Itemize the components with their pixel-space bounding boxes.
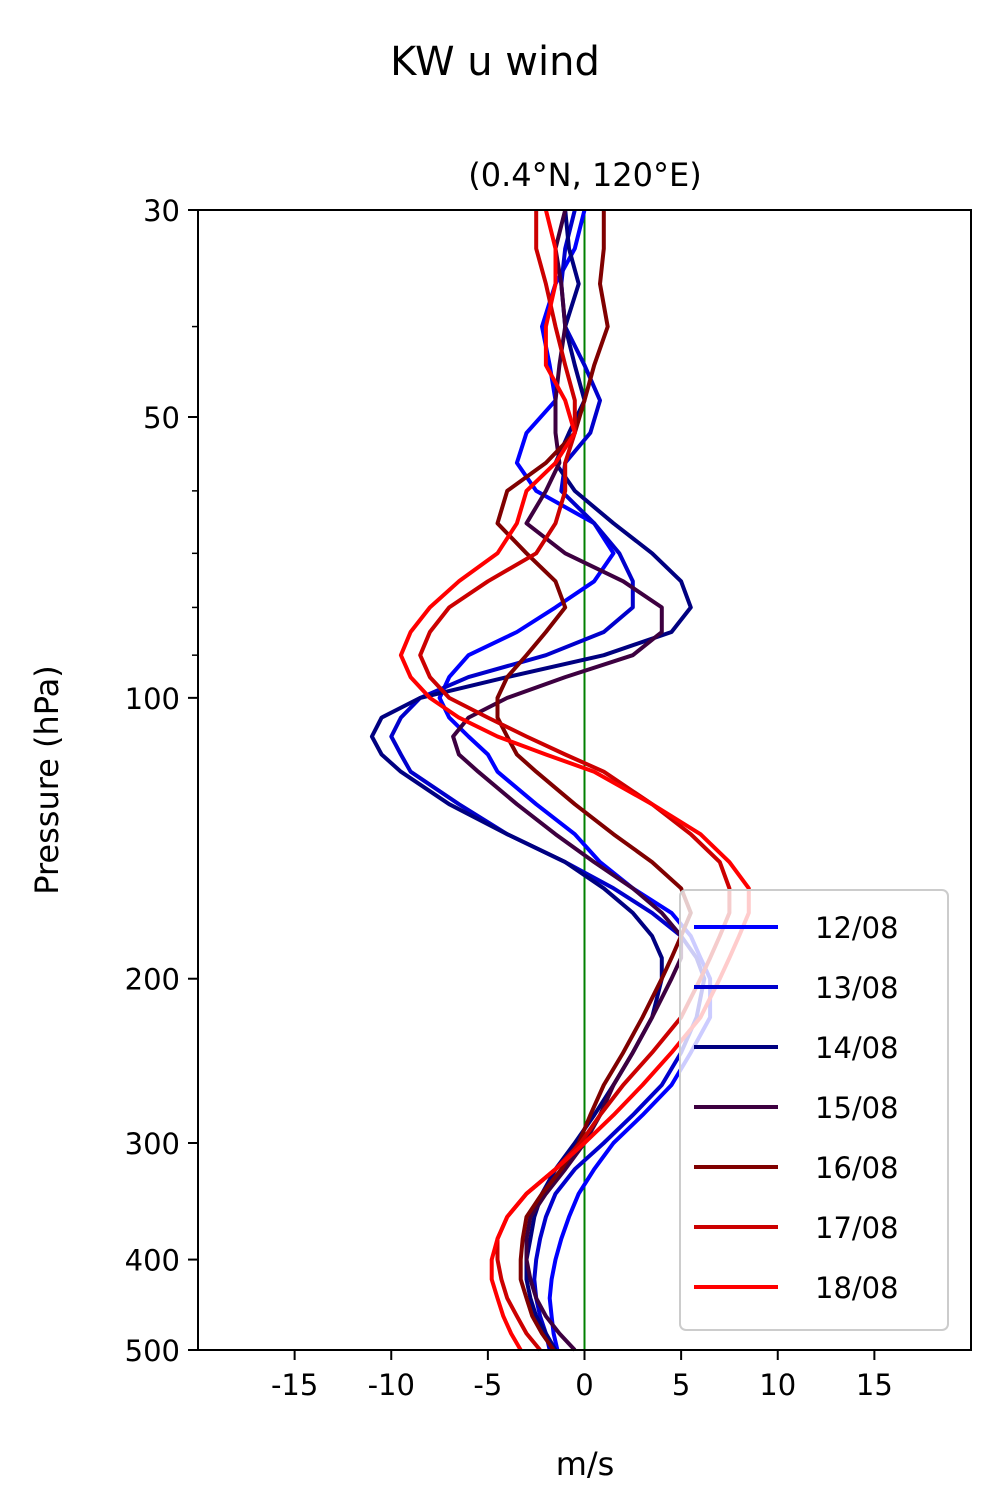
x-tick-label: 0: [575, 1368, 593, 1402]
series-layer: [369, 209, 751, 1352]
x-tick-label: -10: [368, 1368, 415, 1402]
plot-area: [197, 209, 972, 1352]
y-tick-label: 50: [143, 401, 180, 435]
y-tick-label: 100: [125, 682, 180, 716]
series-line-12-08: [437, 209, 713, 1351]
legend-label: 15/08: [815, 1091, 899, 1125]
x-tick-label: -5: [473, 1368, 502, 1402]
y-axis-label: Pressure (hPa): [28, 665, 66, 895]
chart-title: KW u wind: [390, 39, 600, 85]
x-tick-label: 5: [672, 1368, 690, 1402]
legend-box: [679, 889, 949, 1331]
legend-label: 12/08: [815, 911, 899, 945]
y-axis-ticks: 30 50 100 200 300 400 500: [125, 194, 198, 1368]
x-axis-ticks: -15 -10 -5 0 5 10 15: [271, 1350, 893, 1402]
legend-label: 17/08: [815, 1211, 899, 1245]
series-line-16-08: [495, 210, 693, 1352]
y-tick-label: 300: [125, 1127, 180, 1161]
legend-label: 16/08: [815, 1151, 899, 1185]
x-tick-label: -15: [271, 1368, 318, 1402]
legend-label: 18/08: [815, 1271, 899, 1305]
x-tick-label: 15: [856, 1368, 893, 1402]
x-tick-label: 10: [759, 1368, 796, 1402]
legend-label: 13/08: [815, 971, 899, 1005]
series-line-15-08: [451, 209, 684, 1352]
y-tick-label: 200: [125, 963, 180, 997]
series-line-18-08: [398, 209, 751, 1352]
y-tick-label: 30: [143, 194, 180, 228]
y-tick-label: 500: [125, 1334, 180, 1368]
chart-subtitle: (0.4°N, 120°E): [468, 156, 701, 194]
legend-label: 14/08: [815, 1031, 899, 1065]
y-tick-label: 400: [125, 1244, 180, 1278]
x-axis-label: m/s: [556, 1445, 615, 1483]
legend: 12/08 13/08 14/08 15/08 16/08 17/08 18/08: [679, 889, 949, 1331]
